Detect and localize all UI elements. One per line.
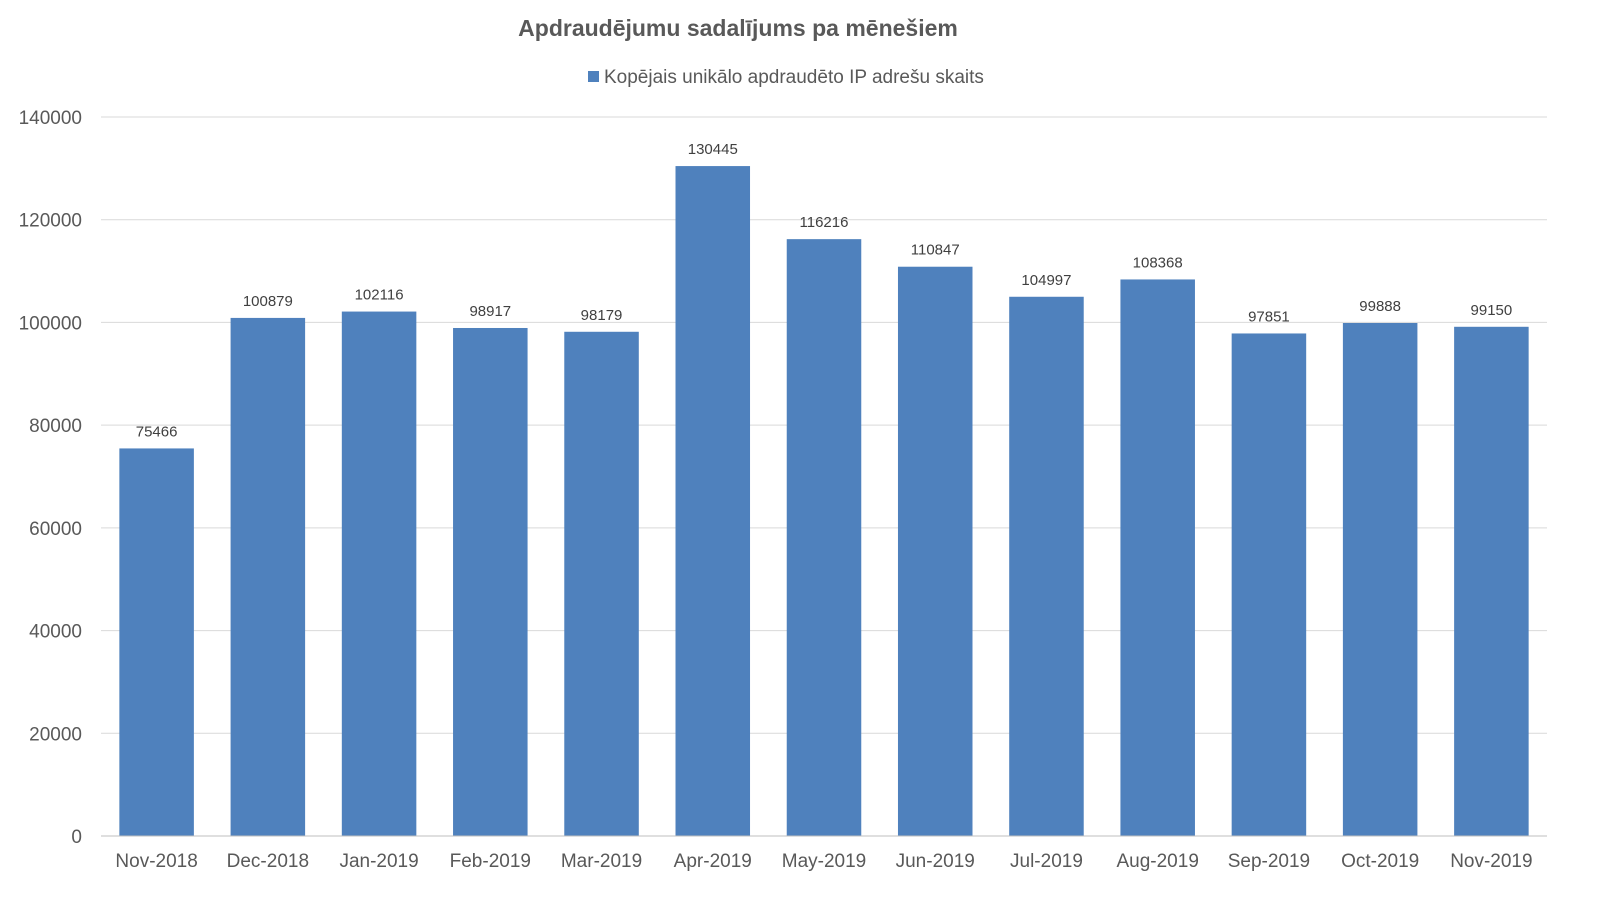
bar-jan-2019 [341,311,417,836]
legend-label: Kopējais unikālo apdraudēto IP adrešu sk… [604,67,984,88]
x-tick-label: May-2019 [782,851,867,872]
legend: Kopējais unikālo apdraudēto IP adrešu sk… [588,67,984,88]
x-tick-label: Jan-2019 [339,851,418,872]
bar-feb-2019 [453,327,528,836]
data-label: 116216 [800,214,849,231]
legend-swatch [588,71,599,82]
data-label: 98917 [469,303,511,320]
y-tick-label: 0 [71,827,82,848]
data-label: 110847 [911,242,960,259]
y-tick-label: 100000 [19,313,82,334]
x-tick-label: Aug-2019 [1116,851,1198,872]
y-axis-ticks: 0 20000 40000 60000 80000 100000 120000 140000 [19,108,82,848]
data-label: 97851 [1248,308,1290,325]
bar-dec-2018 [230,317,306,836]
bar-sep-2019 [1231,333,1307,836]
data-label: 102116 [355,287,404,304]
bar-aug-2019 [1120,279,1195,837]
data-label: 99888 [1359,298,1401,315]
bar-jul-2019 [1009,296,1084,837]
data-label: 98179 [581,307,623,324]
x-tick-label: Dec-2018 [227,851,309,872]
x-axis-ticks: Nov-2018 Dec-2018 Jan-2019 Feb-2019 Mar-2019… [115,851,1532,872]
bar-may-2019 [786,239,862,836]
x-tick-label: Mar-2019 [561,851,642,872]
y-tick-label: 120000 [19,211,82,232]
data-label: 104997 [1021,272,1071,289]
x-tick-label: Jun-2019 [896,851,975,872]
x-tick-label: Apr-2019 [674,851,752,872]
x-tick-label: Sep-2019 [1228,851,1310,872]
data-label: 100879 [243,293,293,310]
bars [119,166,1529,837]
data-label: 130445 [688,141,738,158]
bar-jun-2019 [897,266,973,837]
x-tick-label: Oct-2019 [1341,851,1419,872]
x-tick-label: Nov-2018 [115,851,197,872]
data-label: 108368 [1133,254,1183,271]
x-tick-label: Feb-2019 [450,851,531,872]
bar-nov-2018 [119,448,194,836]
chart-title: Apdraudējumu sadalījums pa mēnešiem [518,15,958,41]
data-label: 99150 [1471,302,1513,319]
y-tick-label: 40000 [29,622,82,643]
y-tick-label: 60000 [29,519,82,540]
bar-apr-2019 [675,166,751,836]
data-labels: 75466 100879 102116 98917 98179 130445 116216 1… [136,141,1512,440]
y-tick-label: 20000 [29,724,82,745]
bar-nov-2019 [1454,326,1529,836]
data-label: 75466 [136,423,178,440]
bar-oct-2019 [1342,323,1418,836]
x-tick-label: Jul-2019 [1010,851,1083,872]
y-tick-label: 140000 [19,108,82,129]
y-tick-label: 80000 [29,416,82,437]
x-tick-label: Nov-2019 [1450,851,1532,872]
bar-mar-2019 [564,331,639,836]
